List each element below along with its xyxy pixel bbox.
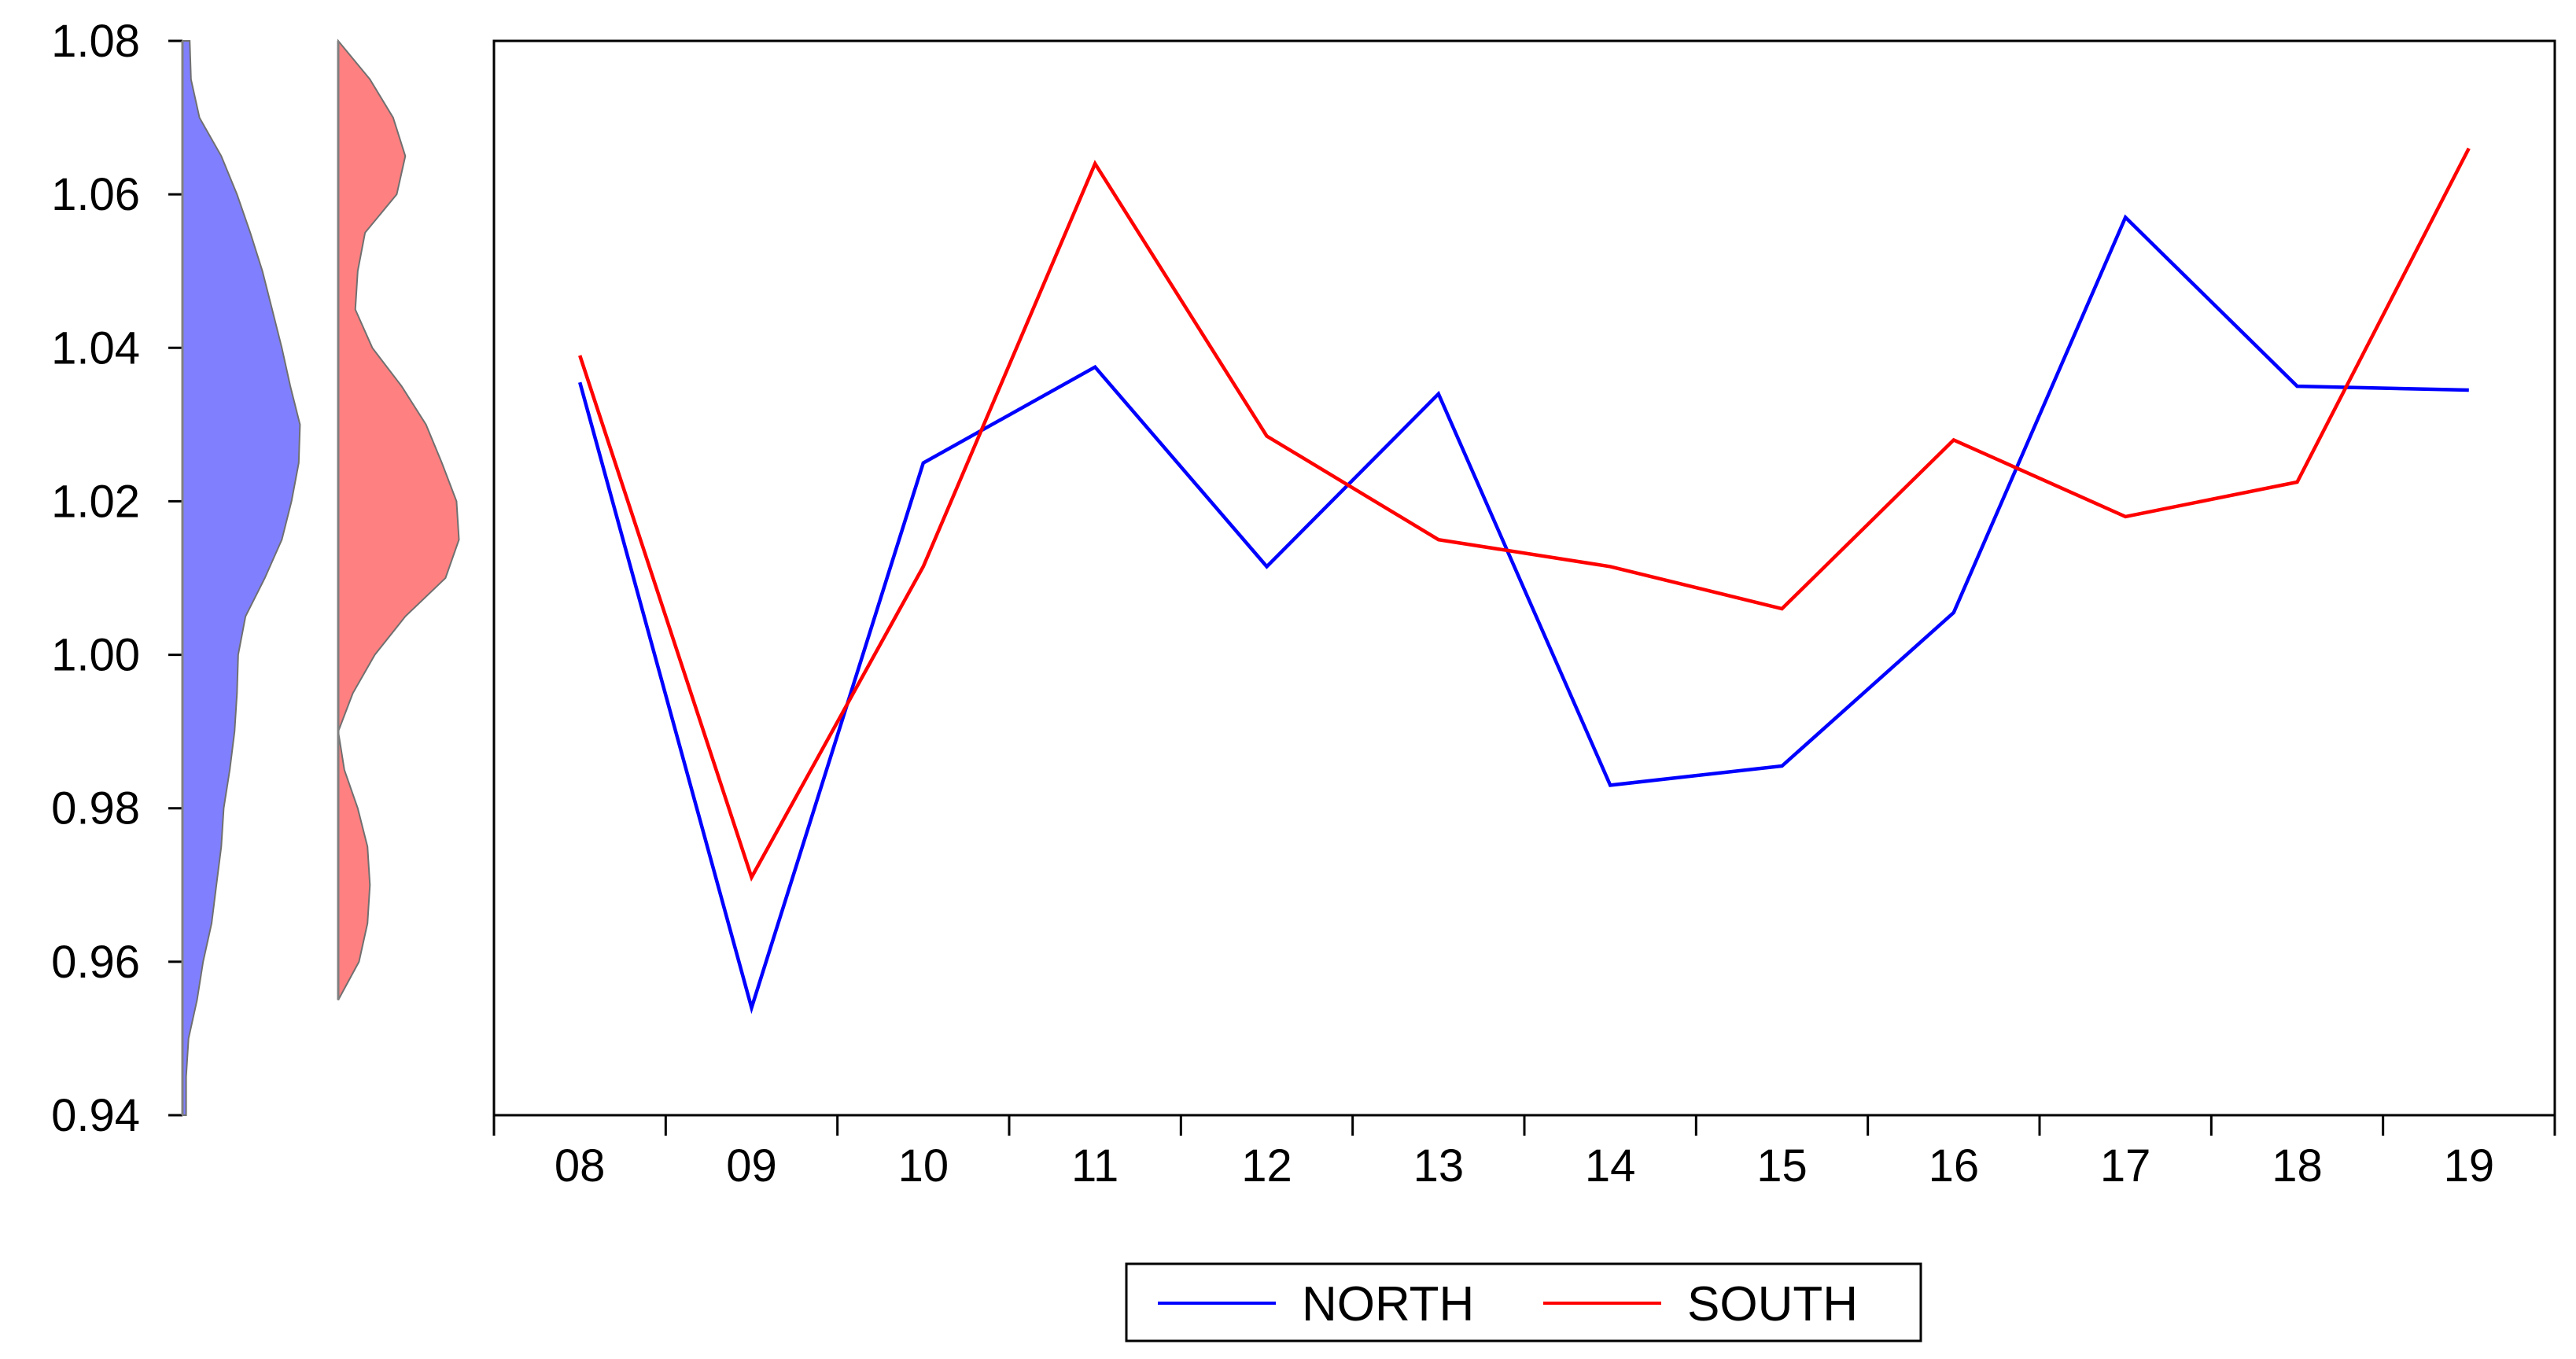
y-tick-label: 1.04 xyxy=(51,322,140,374)
y-tick-label: 1.00 xyxy=(51,630,140,681)
x-tick-label: 10 xyxy=(898,1140,949,1191)
x-tick-label: 16 xyxy=(1929,1140,1980,1191)
y-tick-label: 0.98 xyxy=(51,783,140,834)
y-tick-label: 1.02 xyxy=(51,476,140,527)
density-north xyxy=(182,40,301,1116)
x-tick-label: 13 xyxy=(1413,1140,1465,1191)
x-tick-label: 09 xyxy=(726,1140,777,1191)
y-tick-label: 1.08 xyxy=(51,16,140,67)
y-axis: 1.08 1.06 1.04 1.02 1.00 0.98 0.96 0.94 xyxy=(51,16,182,1141)
x-tick-label: 18 xyxy=(2272,1140,2323,1191)
x-tick-label: 15 xyxy=(1756,1140,1808,1191)
density-south xyxy=(337,39,460,1001)
plot-frame xyxy=(492,39,2556,1117)
legend: NORTH SOUTH xyxy=(1125,1262,1922,1342)
series-line-north xyxy=(578,214,2469,1015)
legend-label-north: NORTH xyxy=(1302,1277,1474,1331)
x-axis: 08 09 10 11 12 13 14 15 16 17 18 19 xyxy=(492,1115,2556,1191)
x-tick-label: 17 xyxy=(2100,1140,2151,1191)
y-tick-label: 1.06 xyxy=(51,169,140,220)
y-tick-label: 0.94 xyxy=(51,1090,140,1141)
marginal-densities xyxy=(181,39,460,1116)
x-tick-label: 08 xyxy=(555,1140,606,1191)
y-tick-label: 0.96 xyxy=(51,937,140,988)
x-tick-label: 19 xyxy=(2444,1140,2495,1191)
series-line-south xyxy=(578,147,2471,882)
series-lines xyxy=(578,147,2471,1015)
x-tick-label: 14 xyxy=(1585,1140,1636,1191)
x-tick-label: 12 xyxy=(1241,1140,1292,1191)
legend-label-south: SOUTH xyxy=(1687,1277,1858,1331)
x-tick-label: 11 xyxy=(1071,1140,1118,1191)
